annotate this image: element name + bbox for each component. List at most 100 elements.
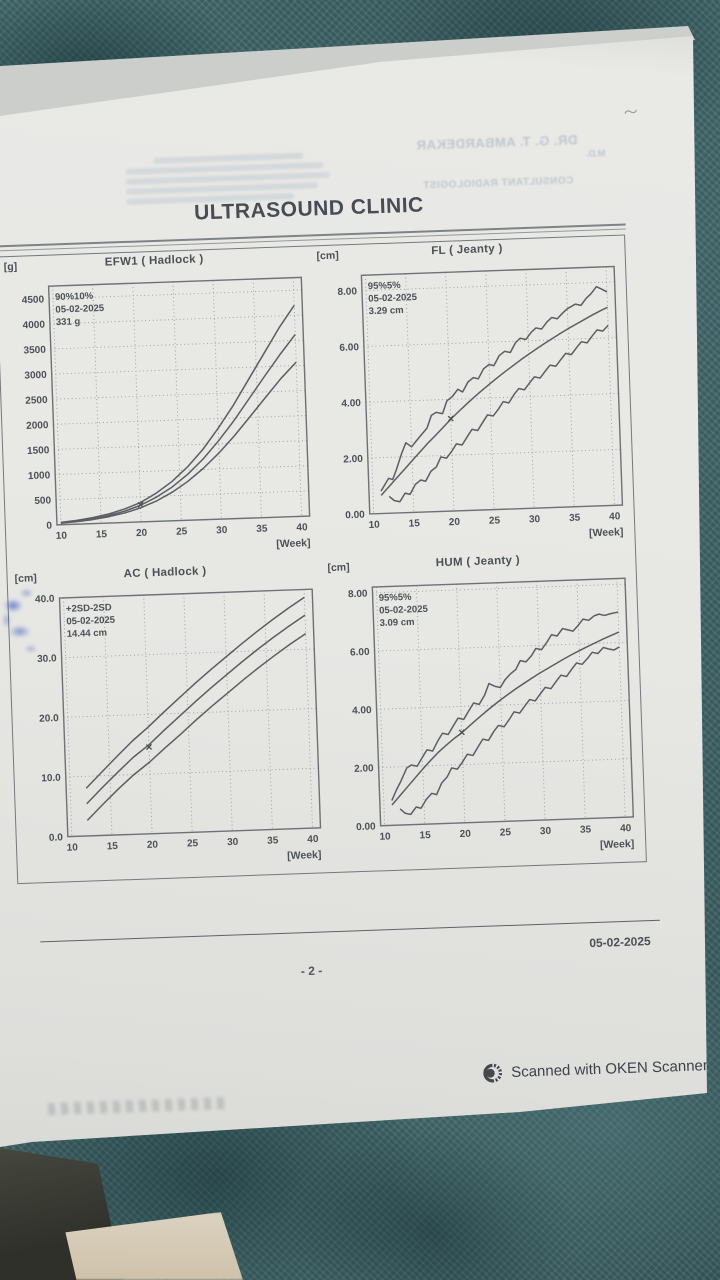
x-tick-label: 25	[500, 827, 512, 838]
gridline-x	[576, 579, 586, 819]
plot-area-hum: 0.00 2.00 4.00 6.00 8.00 10 15 20 25 30 35 40 [Week]…	[322, 568, 645, 867]
gridline-x	[292, 277, 303, 517]
gridline-y	[49, 289, 302, 300]
gridline-y	[374, 641, 628, 652]
gridline-y	[56, 490, 309, 501]
chart-svg-fl: 0.00 2.00 4.00 6.00 8.00 10 15 20 25 30 35 40 [Week]…	[337, 265, 624, 539]
x-axis-label: [Week]	[287, 849, 322, 862]
chart-svg-efw1: 0 500 1000 1500 2000 2500 3000 3500 4000 4500 10 15…	[22, 276, 311, 550]
plot-annotation-line: 3.09 cm	[379, 617, 414, 629]
chart-svg-hum: 0.00 2.00 4.00 6.00 8.00 10 15 20 25 30 35 40 [Week]…	[348, 577, 634, 851]
paper-fold-crease: 〜	[622, 103, 638, 122]
y-tick-label: 0.00	[345, 510, 365, 522]
handwriting-smudge	[47, 1096, 229, 1116]
growth-curve-p5	[388, 324, 609, 503]
x-tick-label: 10	[379, 831, 391, 842]
x-tick-label: 10	[56, 531, 68, 542]
plot-annotation-line: 3.29 cm	[369, 305, 404, 317]
gridline-x	[415, 585, 426, 825]
plot-annotation-line: 05-02-2025	[368, 292, 418, 305]
x-tick-label: 15	[409, 518, 421, 529]
gridline-x	[303, 589, 313, 829]
plot-annotation-line: 95%5%	[368, 280, 402, 292]
plot-annotation-line: +2SD-2SD	[66, 602, 112, 615]
measurement-marker: ×	[458, 725, 466, 739]
growth-curve-p5	[399, 646, 620, 816]
y-tick-label: 10.0	[41, 773, 61, 785]
gridline-x	[252, 279, 262, 518]
gridline-x	[183, 593, 193, 833]
gridline-y	[361, 281, 615, 292]
gridline-x	[405, 273, 415, 513]
y-tick-label: 6.00	[350, 647, 370, 659]
measurement-marker: ×	[145, 740, 153, 754]
plot-annotation-line: 95%5%	[379, 592, 413, 604]
gridline-y	[50, 339, 304, 350]
x-tick-label: 40	[609, 511, 621, 522]
x-tick-label: 20	[136, 528, 148, 539]
x-tick-label: 25	[489, 515, 501, 526]
x-tick-label: 30	[540, 826, 552, 837]
x-tick-label: 20	[460, 829, 472, 840]
plot-annotation-line: 05-02-2025	[55, 303, 105, 316]
growth-curve-p10	[60, 361, 297, 525]
gridline-x	[63, 597, 73, 837]
gridline-y	[55, 465, 308, 476]
plot-frame	[58, 588, 322, 838]
gridline-y	[376, 700, 630, 710]
chart-ac-hadlock: [cm] AC ( Hadlock ) 0.010.020.030.040.01…	[8, 559, 332, 882]
y-tick-label: 0	[46, 521, 52, 532]
x-axis-label: [Week]	[276, 537, 311, 550]
y-tick-label: 0.00	[356, 821, 376, 833]
y-unit-label: [cm]	[316, 249, 339, 263]
blue-ink-smudge	[0, 572, 44, 668]
y-tick-label: 3500	[23, 345, 46, 357]
gridline-x	[496, 582, 506, 822]
y-tick-label: 4500	[22, 294, 45, 306]
y-tick-label: 2000	[26, 420, 49, 432]
y-tick-label: 30.0	[37, 653, 57, 665]
gridline-y	[54, 440, 307, 450]
gridline-x	[525, 269, 535, 509]
gridline-x	[92, 284, 102, 524]
gridline-x	[52, 286, 62, 525]
y-unit-label: [g]	[3, 260, 18, 274]
y-unit-label: [cm]	[327, 561, 350, 575]
chart-title: EFW1 ( Hadlock )	[104, 253, 204, 269]
gridline-y	[367, 448, 621, 459]
gridline-x	[212, 280, 222, 520]
growth-curve-plus2sd	[85, 596, 305, 789]
x-tick-label: 35	[267, 835, 279, 846]
y-tick-label: 4000	[23, 320, 46, 332]
x-tick-label: 15	[96, 529, 108, 540]
x-tick-label: 20	[147, 840, 159, 851]
plot-annotation-line: 90%10%	[55, 291, 94, 303]
gridline-y	[63, 708, 317, 718]
measurement-marker: ×	[447, 412, 455, 426]
gridline-x	[263, 590, 273, 830]
bleedthrough-doctor-block: DR. G. T. AMBARDEKAR M.D. CONSULTANT RAD…	[371, 131, 625, 194]
x-tick-label: 30	[216, 525, 228, 536]
x-tick-label: 40	[307, 834, 319, 845]
plot-annotation-line: 05-02-2025	[66, 615, 116, 628]
x-tick-label: 40	[296, 522, 308, 533]
plot-area-ac: 0.0 10.0 20.0 30.0 40.0 10 15 20 25 30 35 40 [Week] ×…	[9, 579, 332, 878]
x-axis-label: [Week]	[589, 526, 624, 539]
chart-title: FL ( Jeanty )	[431, 242, 503, 258]
growth-curve-p50	[391, 631, 620, 806]
plot-frame	[47, 276, 311, 526]
gridline-y	[51, 364, 305, 375]
gridline-x	[456, 584, 466, 823]
plot-annotation-line: 14.44 cm	[67, 628, 108, 640]
chart-efw1-hadlock: [g] EFW1 ( Hadlock ) 0 500 1000 1500 2000 250…	[0, 247, 321, 570]
gridline-y	[52, 389, 306, 400]
gridline-x	[536, 581, 546, 820]
growth-curve-p95	[391, 611, 619, 801]
x-tick-label: 15	[419, 830, 431, 841]
gridline-x	[223, 592, 233, 831]
gridline-x	[605, 266, 615, 506]
gridline-y	[365, 393, 619, 403]
oken-logo-icon	[483, 1063, 503, 1083]
y-tick-label: 2.00	[343, 454, 363, 466]
